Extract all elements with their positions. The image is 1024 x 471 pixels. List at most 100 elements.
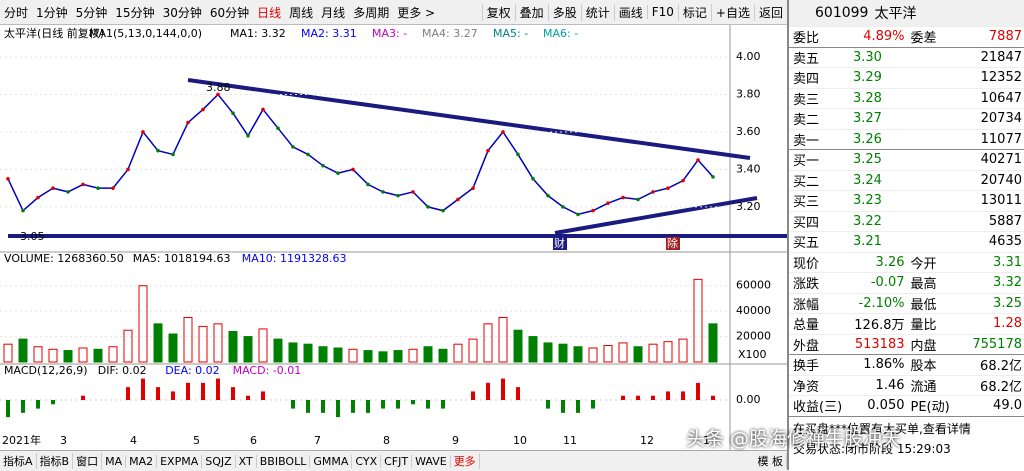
volume-bar bbox=[618, 342, 628, 363]
order-row: 卖一 3.26 11077 bbox=[789, 130, 1024, 150]
indicator-tab[interactable]: EXPMA bbox=[157, 454, 203, 468]
order-volume: 20734 bbox=[980, 111, 1022, 127]
cell: 换手 bbox=[793, 359, 820, 375]
template-tab[interactable]: 模 板 bbox=[755, 453, 787, 469]
order-label: 买一 bbox=[793, 154, 820, 170]
order-label: 卖一 bbox=[793, 133, 820, 149]
indicator-tab[interactable]: GMMA bbox=[310, 454, 353, 468]
tool-button[interactable]: 画线 bbox=[613, 3, 647, 21]
tool-button[interactable]: 返回 bbox=[753, 3, 787, 21]
cell: 68.2亿 bbox=[980, 379, 1022, 395]
macd-bar bbox=[216, 378, 220, 400]
price-point bbox=[171, 152, 175, 157]
indicator-tab[interactable]: SQJZ bbox=[202, 454, 236, 468]
cell: 68.2亿 bbox=[980, 359, 1022, 375]
volume-bar bbox=[303, 343, 313, 363]
panel-row: 涨跌 -0.07 最高 3.32 bbox=[789, 273, 1024, 294]
indicator-tab[interactable]: 指标A bbox=[0, 453, 37, 469]
period-tab[interactable]: 更多 > bbox=[397, 5, 436, 20]
legend-item: MA1: 3.32 bbox=[230, 27, 286, 40]
legend-item: MACD: -0.01 bbox=[233, 364, 302, 377]
x-label: 11 bbox=[563, 434, 577, 447]
volume-bar bbox=[648, 343, 658, 363]
price-point bbox=[576, 212, 580, 217]
tool-button[interactable]: +自选 bbox=[710, 3, 754, 21]
period-tab[interactable]: 多周期 bbox=[353, 5, 390, 20]
volume-bar bbox=[663, 341, 673, 363]
tool-button[interactable]: 统计 bbox=[580, 3, 614, 21]
tool-button[interactable]: F10 bbox=[646, 5, 678, 19]
volume-bar bbox=[63, 350, 73, 363]
macd-bar bbox=[6, 400, 10, 418]
order-label: 卖四 bbox=[793, 72, 820, 88]
macd-bar bbox=[306, 400, 310, 413]
x-label: 5 bbox=[193, 434, 200, 447]
volume-bar bbox=[33, 346, 43, 363]
volume-bar bbox=[273, 338, 283, 363]
indicator-tab[interactable]: CFJT bbox=[381, 454, 413, 468]
legend-item: MA6: - bbox=[543, 27, 578, 40]
period-tab[interactable]: 分时 bbox=[4, 5, 29, 20]
price-point bbox=[681, 178, 685, 183]
indicator-tab[interactable]: CYX bbox=[352, 454, 382, 468]
price-point bbox=[81, 182, 85, 187]
order-label: 买二 bbox=[793, 174, 820, 190]
order-volume: 4635 bbox=[988, 234, 1022, 250]
indicator-tab[interactable]: 更多 bbox=[451, 453, 480, 469]
panel-row: 净资 1.46 流通 68.2亿 bbox=[789, 376, 1024, 396]
price-point bbox=[366, 182, 370, 187]
period-tab[interactable]: 30分钟 bbox=[162, 5, 202, 20]
order-price: 3.30 bbox=[853, 49, 882, 65]
macd-bar bbox=[186, 382, 190, 400]
toolbar: 分时 1分钟 5分钟 15分钟 30分钟 60分钟 日线 周线 月线 多周期 更多 > 复权 叠加 多股统… bbox=[0, 0, 787, 25]
cell: 4.89% bbox=[863, 29, 905, 45]
cell: 净资 bbox=[793, 379, 820, 395]
order-label: 买四 bbox=[793, 215, 820, 231]
price-point bbox=[246, 133, 250, 138]
period-tab[interactable]: 15分钟 bbox=[115, 5, 155, 20]
indicator-tab[interactable]: XT bbox=[236, 454, 257, 468]
macd-bar bbox=[591, 400, 595, 409]
cell: 513183 bbox=[854, 336, 905, 352]
cell: 外盘 bbox=[793, 338, 820, 354]
period-tab[interactable]: 5分钟 bbox=[75, 5, 108, 20]
tool-button[interactable]: 复权 bbox=[481, 3, 515, 21]
period-tab[interactable]: 日线 bbox=[257, 5, 282, 20]
legend-item: MA4: 3.27 bbox=[422, 27, 478, 40]
cell: 最高 bbox=[910, 277, 937, 293]
period-tab[interactable]: 周线 bbox=[289, 5, 314, 20]
y-tick-label: 3.20 bbox=[736, 200, 761, 213]
x-label: 7 bbox=[314, 434, 321, 447]
cell: 7887 bbox=[988, 29, 1022, 45]
indicator-tab[interactable]: BBIBOLL bbox=[257, 454, 311, 468]
tool-button[interactable]: 标记 bbox=[677, 3, 711, 21]
order-label: 卖三 bbox=[793, 92, 820, 108]
price-point bbox=[561, 205, 565, 209]
tool-button[interactable]: 多股 bbox=[547, 3, 581, 21]
indicator-tab[interactable]: MA2 bbox=[126, 454, 158, 468]
marker: 除 bbox=[667, 236, 678, 250]
volume-bar bbox=[543, 342, 553, 363]
period-tab[interactable]: 月线 bbox=[321, 5, 346, 20]
panel-row: 涨幅 -2.10% 最低 3.25 bbox=[789, 294, 1024, 314]
trend-line bbox=[187, 78, 751, 160]
cell: 现价 bbox=[793, 256, 820, 272]
volume-bar bbox=[588, 347, 598, 363]
macd-bar bbox=[666, 391, 670, 400]
macd-bar bbox=[21, 400, 25, 413]
y-tick-label: 3.60 bbox=[736, 125, 761, 138]
indicator-tab[interactable]: WAVE bbox=[412, 454, 451, 468]
indicator-tab[interactable]: MA bbox=[102, 454, 127, 468]
x-label: 12 bbox=[640, 434, 654, 447]
order-price: 3.21 bbox=[853, 234, 882, 250]
price-point bbox=[651, 190, 655, 194]
price-point bbox=[111, 186, 115, 190]
indicator-tab[interactable]: 指标B bbox=[37, 453, 74, 469]
indicator-tab[interactable]: 窗口 bbox=[73, 453, 103, 469]
order-price: 3.22 bbox=[853, 213, 882, 229]
period-tab[interactable]: 60分钟 bbox=[209, 5, 250, 20]
period-tab[interactable]: 1分钟 bbox=[36, 5, 68, 20]
macd-bar bbox=[336, 400, 340, 418]
order-row: 买一 3.25 40271 bbox=[789, 150, 1024, 171]
tool-button[interactable]: 叠加 bbox=[514, 3, 548, 21]
